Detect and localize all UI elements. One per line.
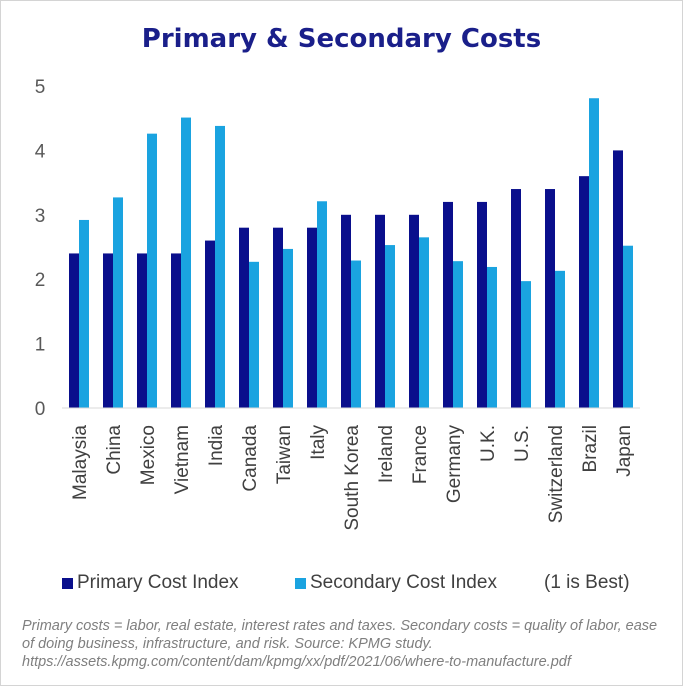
secondary-bar-canada	[249, 261, 259, 408]
primary-bar-japan	[613, 150, 623, 408]
y-tick-label: 2	[35, 270, 46, 291]
secondary-bar-south-korea	[351, 260, 361, 408]
primary-bar-ireland	[375, 214, 385, 408]
x-category-label: Taiwan	[274, 425, 295, 484]
legend-swatch-primary	[62, 578, 73, 589]
bar-chart: 0 1 2 3 4 5 Malaysia China Mexico Vietnam India Ca…	[35, 77, 640, 531]
secondary-bar-italy	[317, 201, 327, 408]
legend-note-text: (1 is Best)	[544, 572, 630, 593]
x-category-label: U.K.	[478, 425, 499, 462]
primary-bar-switzerland	[545, 189, 555, 408]
x-category-label: Canada	[240, 425, 261, 492]
x-category-label: Italy	[308, 425, 329, 460]
x-axis-labels: Malaysia China Mexico Vietnam India Canada Tai…	[70, 425, 635, 531]
footnote: Primary costs = labor, real estate, inte…	[22, 618, 658, 670]
x-category-label: Vietnam	[172, 425, 193, 494]
y-tick-label: 1	[35, 335, 46, 356]
x-category-label: China	[104, 425, 125, 475]
legend-swatch-secondary	[295, 578, 306, 589]
primary-bar-vietnam	[171, 253, 181, 408]
secondary-bar-mexico	[147, 133, 157, 408]
secondary-bar-india	[215, 125, 225, 408]
primary-bar-italy	[307, 227, 317, 408]
secondary-bar-germany	[453, 261, 463, 408]
y-tick-label: 4	[35, 141, 46, 162]
x-category-label: Ireland	[376, 425, 397, 483]
x-category-label: Brazil	[580, 425, 601, 473]
bars	[69, 98, 633, 409]
secondary-bar-taiwan	[283, 248, 293, 408]
x-category-label: Germany	[444, 425, 465, 504]
x-category-label: India	[206, 425, 227, 467]
primary-bar-south-korea	[341, 214, 351, 408]
x-category-label: Malaysia	[70, 425, 91, 500]
secondary-bar-vietnam	[181, 117, 191, 408]
primary-bar-brazil	[579, 176, 589, 408]
y-tick-label: 5	[35, 77, 46, 98]
primary-bar-taiwan	[273, 227, 283, 408]
secondary-bar-brazil	[589, 98, 599, 409]
x-category-label: Mexico	[138, 425, 159, 485]
x-category-label: South Korea	[342, 425, 363, 531]
secondary-bar-u-k-	[487, 266, 497, 408]
legend-label-primary: Primary Cost Index	[77, 572, 239, 593]
secondary-bar-switzerland	[555, 270, 565, 408]
primary-bar-mexico	[137, 253, 147, 408]
primary-bar-u-s-	[511, 189, 521, 408]
primary-bar-china	[103, 253, 113, 408]
secondary-bar-u-s-	[521, 281, 531, 408]
primary-bar-france	[409, 214, 419, 408]
y-tick-label: 0	[35, 399, 46, 420]
primary-bar-germany	[443, 201, 453, 408]
legend-label-secondary: Secondary Cost Index	[310, 572, 497, 593]
y-axis-ticks: 0 1 2 3 4 5	[35, 77, 46, 420]
secondary-bar-ireland	[385, 245, 395, 408]
x-category-label: Japan	[614, 425, 635, 477]
x-category-label: U.S.	[512, 425, 533, 462]
primary-bar-canada	[239, 227, 249, 408]
primary-bar-u-k-	[477, 201, 487, 408]
secondary-bar-china	[113, 197, 123, 408]
x-category-label: Switzerland	[546, 425, 567, 523]
secondary-bar-malaysia	[79, 219, 89, 408]
y-tick-label: 3	[35, 206, 46, 227]
primary-bar-india	[205, 240, 215, 408]
secondary-bar-japan	[623, 245, 633, 408]
primary-bar-malaysia	[69, 253, 79, 408]
chart-title: Primary & Secondary Costs	[141, 24, 542, 54]
secondary-bar-france	[419, 237, 429, 408]
x-category-label: France	[410, 425, 431, 484]
